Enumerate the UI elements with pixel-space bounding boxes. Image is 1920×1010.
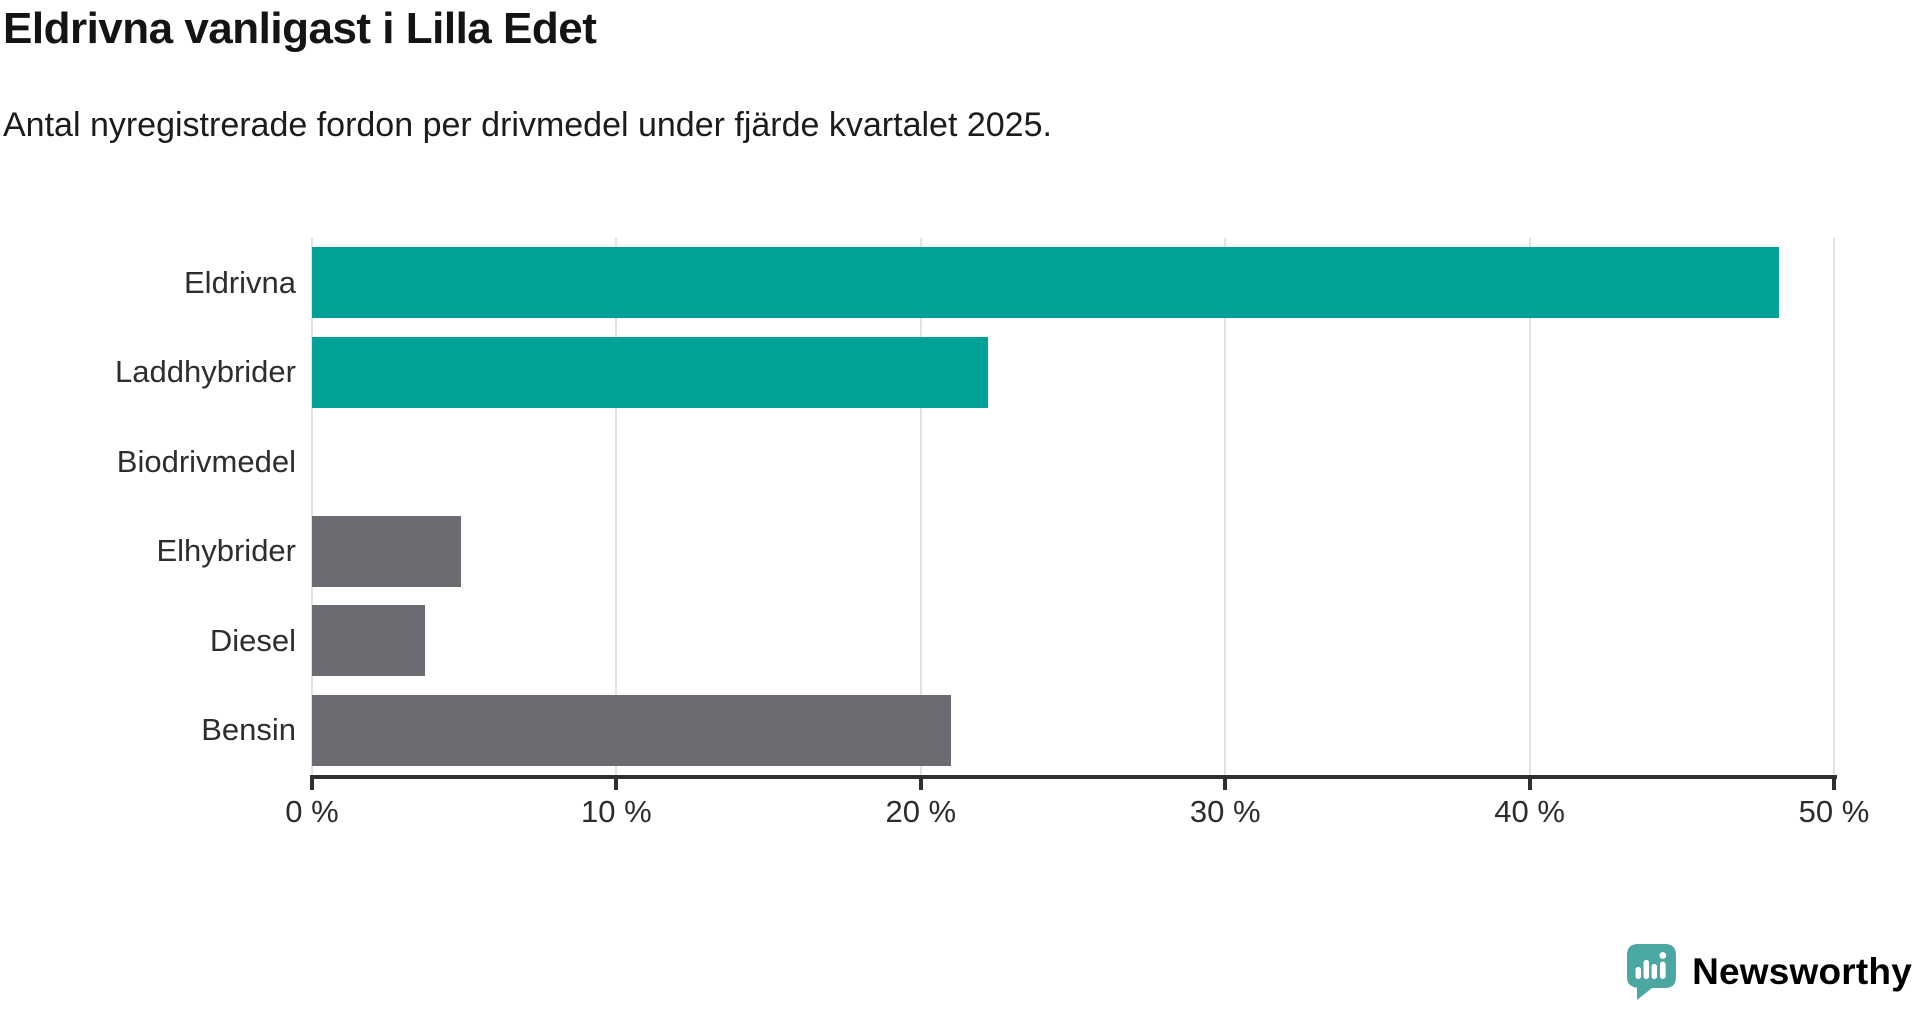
x-axis-line bbox=[310, 775, 1837, 779]
x-tick-label-20: 20 % bbox=[885, 794, 957, 829]
gridline-30 bbox=[1224, 238, 1227, 775]
category-label-elhybrider: Elhybrider bbox=[156, 533, 296, 569]
x-tick-10 bbox=[614, 775, 619, 790]
x-tick-label-0: 0 % bbox=[285, 794, 339, 829]
x-tick-50 bbox=[1832, 775, 1836, 790]
bar-eldrivna bbox=[312, 247, 1780, 319]
bar-elhybrider bbox=[312, 515, 462, 587]
category-label-bensin: Bensin bbox=[201, 712, 296, 748]
gridline-10 bbox=[615, 238, 618, 775]
gridline-0 bbox=[311, 238, 313, 775]
x-tick-label-10: 10 % bbox=[581, 794, 652, 829]
category-label-laddhybrider: Laddhybrider bbox=[115, 354, 296, 390]
category-label-diesel: Diesel bbox=[209, 622, 296, 658]
newsworthy-wordmark: Newsworthy bbox=[1692, 951, 1912, 992]
gridline-50 bbox=[1833, 238, 1835, 775]
x-tick-20 bbox=[918, 775, 923, 790]
x-tick-label-50: 50 % bbox=[1798, 794, 1870, 829]
plot-area bbox=[311, 238, 1835, 775]
gridline-20 bbox=[919, 238, 922, 775]
newsworthy-bubble-chart-icon bbox=[1627, 944, 1677, 1000]
gridline-40 bbox=[1528, 238, 1531, 775]
x-tick-40 bbox=[1527, 775, 1532, 790]
x-tick-30 bbox=[1223, 775, 1228, 790]
bar-laddhybrider bbox=[312, 336, 988, 408]
x-tick-label-40: 40 % bbox=[1494, 794, 1565, 829]
newsworthy-logo[interactable]: Newsworthy bbox=[1627, 944, 1912, 1000]
category-label-biodrivmedel: Biodrivmedel bbox=[116, 443, 296, 479]
bar-bensin bbox=[312, 694, 952, 766]
x-tick-0 bbox=[310, 775, 314, 790]
chart-subtitle: Antal nyregistrerade fordon per drivmede… bbox=[3, 106, 1052, 144]
x-tick-label-30: 30 % bbox=[1189, 794, 1261, 829]
bar-diesel bbox=[312, 605, 425, 677]
chart-title: Eldrivna vanligast i Lilla Edet bbox=[3, 4, 597, 53]
category-label-eldrivna: Eldrivna bbox=[184, 264, 296, 300]
